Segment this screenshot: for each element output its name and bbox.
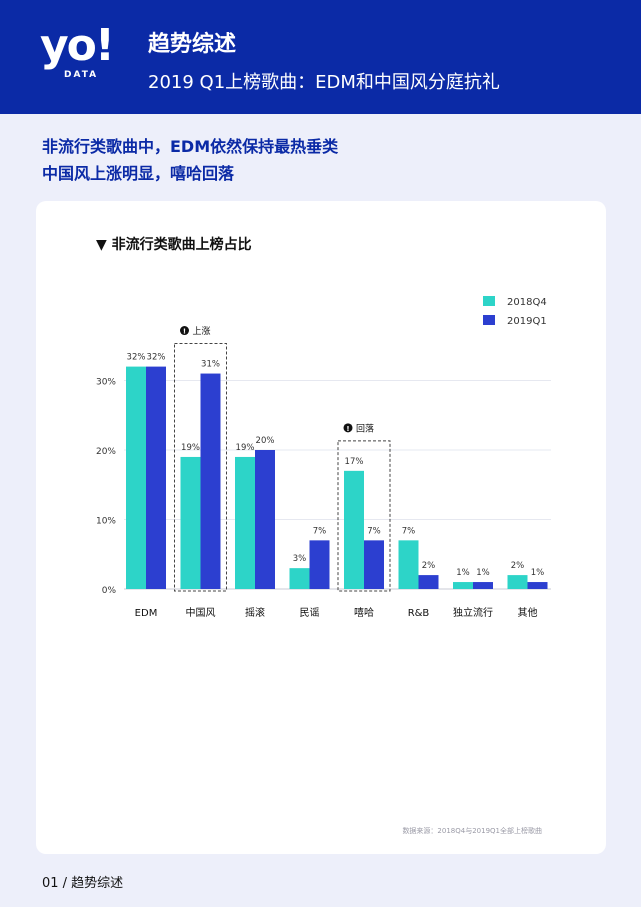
page-subtitle: 2019 Q1上榜歌曲：EDM和中国风分庭抗礼 bbox=[148, 72, 500, 93]
legend-swatch bbox=[483, 296, 495, 306]
header-banner: yo! DATA 趋势综述 2019 Q1上榜歌曲：EDM和中国风分庭抗礼 bbox=[0, 0, 641, 114]
x-tick-label: 摇滚 bbox=[245, 606, 265, 619]
y-tick-label: 10% bbox=[96, 517, 116, 527]
bar-2019q1 bbox=[309, 540, 330, 589]
bar-2018q4 bbox=[289, 568, 310, 589]
bar-2018q4 bbox=[180, 456, 201, 589]
legend-swatch bbox=[483, 315, 495, 325]
bar-2018q4 bbox=[344, 470, 364, 589]
data-label: 31% bbox=[201, 360, 220, 370]
logo-wordmark: yo! bbox=[40, 20, 115, 71]
bar-2019q1 bbox=[255, 450, 275, 589]
chart-card: 0% 10% 20% 30% 32% 32% EDM 19% 31% 中国风 19% 20% 摇滚 3% 7… bbox=[36, 201, 606, 854]
data-label: 19% bbox=[236, 443, 255, 453]
annotation-label: 回落 bbox=[356, 422, 374, 434]
logo-subtext: DATA bbox=[64, 70, 99, 80]
bar-2019q1 bbox=[473, 582, 493, 589]
headline-line-1: 非流行类歌曲中，EDM依然保持最热垂类 bbox=[42, 137, 339, 156]
page-title: 趋势综述 bbox=[148, 32, 237, 57]
annotation-box bbox=[337, 440, 391, 592]
bar-2019q1 bbox=[364, 540, 384, 589]
x-tick-label: 嘻哈 bbox=[354, 606, 374, 619]
x-tick-label: 中国风 bbox=[186, 606, 216, 619]
bar-2019q1 bbox=[146, 366, 166, 589]
data-label: 2% bbox=[422, 561, 436, 571]
yo-data-logo: yo! DATA bbox=[40, 24, 115, 90]
bar-chart: 0%10%20%30%32% 32%EDM19%31%中国风19%20%摇滚3%7… bbox=[96, 296, 551, 619]
legend-label: 2018Q4 bbox=[507, 297, 547, 308]
data-label: 7% bbox=[367, 526, 381, 536]
headline: 非流行类歌曲中，EDM依然保持最热垂类 中国风上涨明显，嘻哈回落 bbox=[42, 133, 338, 187]
y-tick-label: 30% bbox=[96, 378, 116, 388]
data-label: 2% bbox=[511, 561, 525, 571]
annotation-box bbox=[174, 343, 227, 592]
alert-icon-mark: ! bbox=[346, 425, 349, 433]
data-label: 7% bbox=[313, 526, 327, 536]
data-label: 32% bbox=[127, 353, 146, 363]
data-label: 20% bbox=[256, 436, 275, 446]
page-footer: 01 / 趋势综述 bbox=[42, 876, 124, 891]
data-label: 1% bbox=[476, 568, 490, 578]
bar-2018q4 bbox=[507, 575, 528, 589]
data-label: 7% bbox=[402, 526, 416, 536]
bar-2019q1 bbox=[418, 575, 439, 589]
data-label: 1% bbox=[456, 568, 470, 578]
x-tick-label: 其他 bbox=[518, 606, 538, 619]
alert-icon-mark: ! bbox=[183, 328, 186, 336]
alert-icon bbox=[343, 423, 353, 433]
data-label: 19% bbox=[181, 443, 200, 453]
data-label: 17% bbox=[345, 457, 364, 467]
bar-2018q4 bbox=[126, 366, 146, 589]
bar-2018q4 bbox=[453, 582, 473, 589]
alert-icon bbox=[180, 326, 189, 336]
bar-2019q1 bbox=[200, 373, 221, 589]
data-label: 32% bbox=[147, 353, 166, 363]
x-tick-label: 民谣 bbox=[300, 607, 320, 619]
data-source-note: 数据来源：2018Q4与2019Q1全部上榜歌曲 bbox=[402, 827, 542, 835]
bar-2018q4 bbox=[235, 456, 255, 589]
x-tick-label: 独立流行 bbox=[453, 606, 493, 619]
data-label: 1% bbox=[531, 568, 545, 578]
y-tick-label: 20% bbox=[96, 447, 116, 457]
x-tick-label: R&B bbox=[408, 608, 430, 619]
data-label: 3% bbox=[293, 554, 307, 564]
x-tick-label: EDM bbox=[135, 608, 158, 619]
legend-label: 2019Q1 bbox=[507, 316, 547, 327]
annotation-label: 上涨 bbox=[193, 326, 211, 337]
bar-2018q4 bbox=[398, 540, 419, 589]
y-tick-label: 0% bbox=[102, 586, 117, 596]
headline-line-2: 中国风上涨明显，嘻哈回落 bbox=[42, 164, 235, 183]
bar-2019q1 bbox=[527, 582, 548, 589]
chart-title: ▼ 非流行类歌曲上榜占比 bbox=[96, 237, 252, 253]
